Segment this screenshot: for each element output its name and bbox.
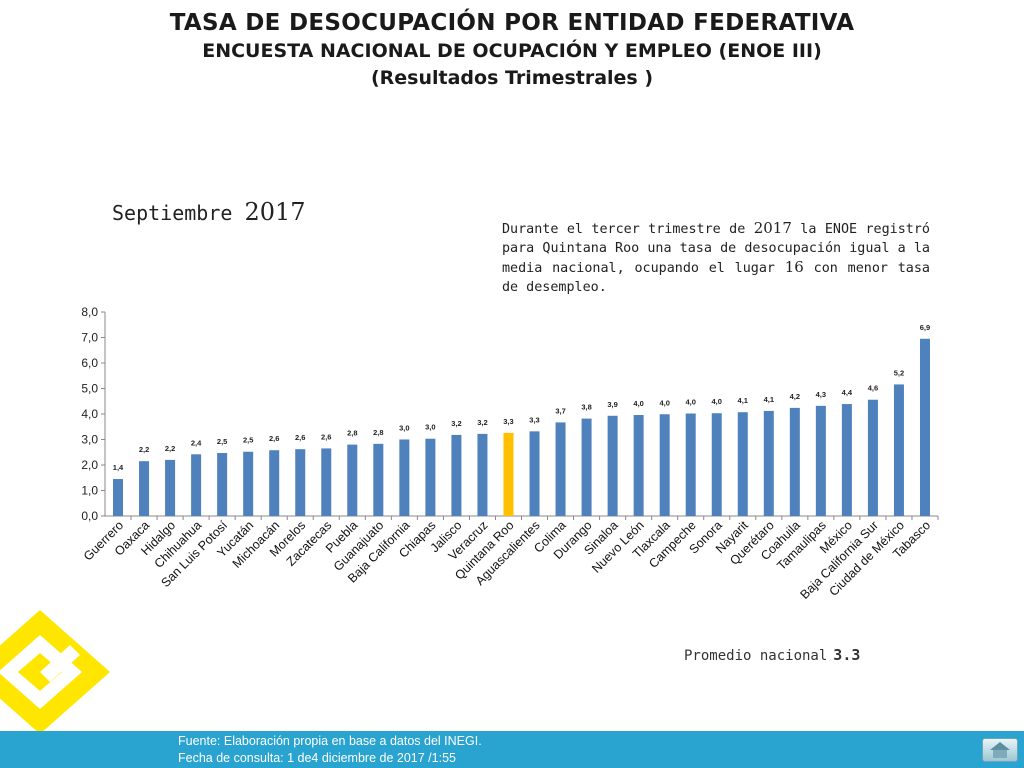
data-label: 2,6 <box>295 433 305 442</box>
data-label: 2,2 <box>165 444 175 453</box>
note-year: 2017 <box>753 219 792 237</box>
data-label: 3,7 <box>555 406 565 415</box>
y-tick-label: 3,0 <box>81 433 98 447</box>
bar <box>555 422 566 516</box>
national-average-value: 3.3 <box>833 646 861 664</box>
period-month: Septiembre <box>112 201 233 225</box>
bar <box>919 338 930 516</box>
note-rank: 16 <box>784 258 804 277</box>
bar <box>217 453 228 516</box>
data-label: 2,2 <box>139 445 149 454</box>
bar <box>139 461 150 516</box>
data-label: 2,4 <box>191 438 202 447</box>
bar <box>503 432 514 516</box>
data-label: 4,2 <box>790 392 800 401</box>
bar <box>373 443 384 516</box>
bar <box>399 439 410 516</box>
data-label: 6,9 <box>920 323 930 332</box>
data-label: 4,0 <box>633 399 643 408</box>
bar <box>165 459 176 516</box>
data-label: 4,0 <box>659 398 669 407</box>
y-tick-label: 8,0 <box>81 305 98 319</box>
data-label: 2,5 <box>243 436 253 445</box>
data-label: 2,8 <box>347 429 357 438</box>
bar <box>581 418 592 516</box>
footer-text: Fuente: Elaboración propia en base a dat… <box>178 733 482 767</box>
bar <box>737 412 748 516</box>
data-label: 5,2 <box>894 368 904 377</box>
bar <box>633 415 644 516</box>
data-label: 3,2 <box>477 418 487 427</box>
y-tick-label: 1,0 <box>81 484 98 498</box>
bar <box>269 450 280 516</box>
bar <box>477 433 488 516</box>
bar <box>347 444 358 516</box>
bar <box>659 414 670 516</box>
page-subtitle: ENCUESTA NACIONAL DE OCUPACIÓN Y EMPLEO … <box>202 40 822 62</box>
bar <box>191 454 202 516</box>
bar <box>685 413 696 516</box>
bar <box>711 413 722 516</box>
bar <box>789 407 800 516</box>
data-label: 2,6 <box>269 434 279 443</box>
bar <box>113 479 124 516</box>
y-tick-label: 0,0 <box>81 509 98 523</box>
data-label: 2,5 <box>217 437 227 446</box>
data-label: 2,6 <box>321 432 331 441</box>
footer-source: Fuente: Elaboración propia en base a dat… <box>178 734 482 748</box>
data-label: 3,2 <box>451 419 461 428</box>
bar <box>529 431 540 516</box>
data-label: 3,8 <box>581 403 591 412</box>
national-average-label: Promedio nacional <box>684 648 828 664</box>
unemployment-bar-chart: 0,01,02,03,04,05,06,07,08,01,4Guerrero2,… <box>81 305 939 602</box>
note-text-3: con menor tasa de desempleo. <box>502 261 930 295</box>
bar <box>321 448 332 516</box>
footer-bar: Fuente: Elaboración propia en base a dat… <box>0 731 1024 768</box>
national-average: Promedio nacional 3.3 <box>684 646 860 664</box>
bar <box>815 405 826 516</box>
data-label: 4,1 <box>764 395 774 404</box>
footer-date: Fecha de consulta: 1 de4 diciembre de 20… <box>178 751 456 765</box>
y-tick-label: 5,0 <box>81 382 98 396</box>
data-label: 3,0 <box>399 424 409 433</box>
y-tick-label: 7,0 <box>81 331 98 345</box>
summary-note: Durante el tercer trimestre de 2017 la E… <box>502 219 930 297</box>
y-tick-label: 2,0 <box>81 458 98 472</box>
data-label: 4,4 <box>842 388 853 397</box>
data-label: 1,4 <box>113 463 124 472</box>
home-button[interactable] <box>982 738 1018 762</box>
data-label: 3,9 <box>607 400 617 409</box>
logo-shape <box>0 610 110 734</box>
bar <box>451 434 462 516</box>
period-label: Septiembre 2017 <box>112 198 306 226</box>
y-tick-label: 6,0 <box>81 356 98 370</box>
bar <box>243 451 254 516</box>
bar <box>763 410 774 516</box>
bar <box>425 438 436 516</box>
page-title: TASA DE DESOCUPACIÓN POR ENTIDAD FEDERAT… <box>169 10 855 36</box>
data-label: 3,3 <box>503 417 513 426</box>
note-text-1: Durante el tercer trimestre de <box>502 222 754 237</box>
data-label: 4,0 <box>712 397 722 406</box>
bar <box>607 415 618 516</box>
data-label: 4,3 <box>816 390 826 399</box>
home-icon <box>990 742 1010 758</box>
data-label: 2,8 <box>373 428 383 437</box>
data-label: 4,0 <box>685 397 695 406</box>
bar <box>867 399 878 516</box>
data-label: 3,0 <box>425 423 435 432</box>
data-label: 3,3 <box>529 415 539 424</box>
data-label: 4,6 <box>868 384 878 393</box>
page-subtitle-2: (Resultados Trimestrales ) <box>370 67 654 89</box>
bar <box>893 384 904 516</box>
title-block: TASA DE DESOCUPACIÓN POR ENTIDAD FEDERAT… <box>0 8 1024 92</box>
data-label: 4,1 <box>738 396 748 405</box>
bar <box>295 449 306 516</box>
bar <box>841 404 852 516</box>
y-tick-label: 4,0 <box>81 407 98 421</box>
note-text-2: la ENOE registró para Quintana Roo una t… <box>502 222 930 277</box>
period-year: 2017 <box>244 198 306 226</box>
